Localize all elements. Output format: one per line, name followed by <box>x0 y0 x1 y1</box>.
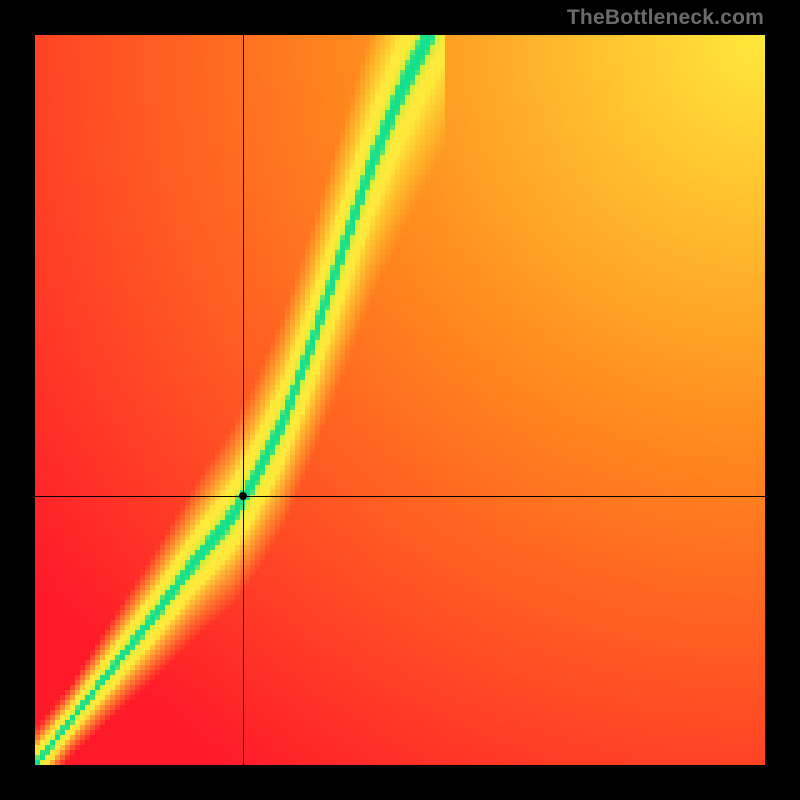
attribution-label: TheBottleneck.com <box>567 6 764 30</box>
chart-frame: TheBottleneck.com <box>0 0 800 800</box>
selection-marker <box>239 492 247 500</box>
bottleneck-heatmap-canvas <box>35 35 765 765</box>
plot-area <box>35 35 765 765</box>
crosshair-horizontal <box>35 496 765 497</box>
crosshair-vertical <box>243 35 244 765</box>
